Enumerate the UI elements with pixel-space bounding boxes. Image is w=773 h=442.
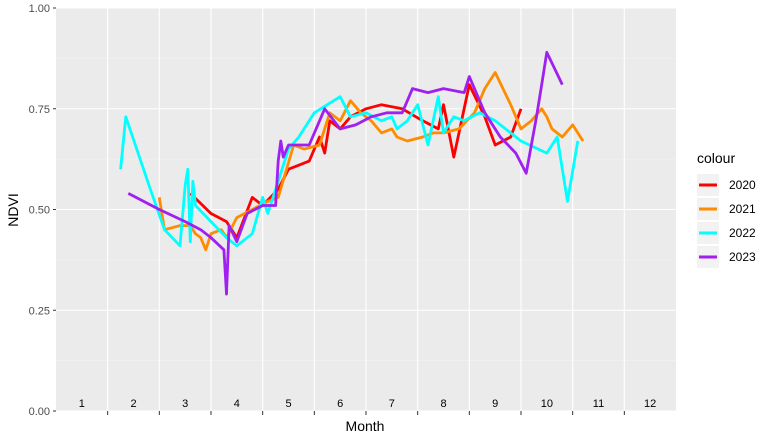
y-axis-title: NDVI bbox=[5, 193, 21, 226]
month-label: 9 bbox=[492, 398, 498, 410]
legend-label-2021: 2021 bbox=[729, 202, 756, 216]
legend: colour 2020 2021 2022 2023 bbox=[697, 150, 756, 268]
legend-label-2020: 2020 bbox=[729, 178, 756, 192]
y-tick-label: 0.50 bbox=[29, 205, 50, 217]
month-label: 5 bbox=[285, 398, 291, 410]
x-axis bbox=[107, 411, 625, 415]
month-label: 7 bbox=[389, 398, 395, 410]
y-tick-label: 0.25 bbox=[29, 305, 50, 317]
month-label: 3 bbox=[182, 398, 188, 410]
series-lines bbox=[119, 50, 585, 296]
legend-label-2023: 2023 bbox=[729, 250, 756, 264]
legend-title: colour bbox=[697, 150, 735, 166]
month-label: 11 bbox=[593, 398, 604, 410]
month-label: 1 bbox=[79, 398, 85, 410]
y-tick-label: 0.00 bbox=[29, 406, 50, 418]
series-line-2023 bbox=[127, 50, 564, 296]
month-label: 2 bbox=[130, 398, 136, 410]
series-line-2022 bbox=[119, 95, 580, 248]
y-tick-label: 1.00 bbox=[29, 3, 50, 15]
month-label: 6 bbox=[337, 398, 343, 410]
month-label: 8 bbox=[440, 398, 446, 410]
month-label: 4 bbox=[234, 398, 240, 410]
month-labels: 1 2 3 4 5 6 7 8 9 10 11 12 bbox=[79, 398, 657, 410]
x-axis-title: Month bbox=[346, 418, 385, 434]
legend-label-2022: 2022 bbox=[729, 226, 756, 240]
y-tick-label: 0.75 bbox=[29, 104, 50, 116]
month-label: 10 bbox=[541, 398, 553, 410]
month-label: 12 bbox=[644, 398, 656, 410]
y-axis: 0.00 0.25 0.50 0.75 1.00 bbox=[29, 3, 56, 418]
